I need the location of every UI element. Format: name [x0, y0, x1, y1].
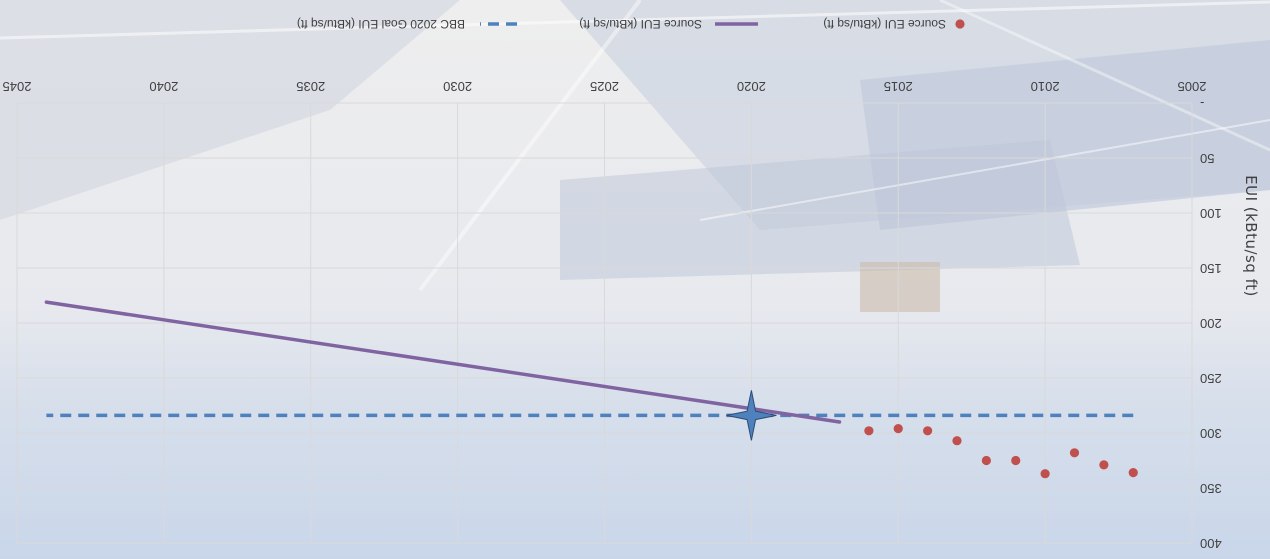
y-tick-label: 50	[1200, 151, 1214, 166]
source-eui-trend-line	[44, 300, 842, 424]
grid-lines	[16, 102, 1193, 544]
x-axis: 2005 2010 2015 2020 2025 2030 2035 2040 2045	[3, 79, 1207, 94]
y-axis: - 50 100 150 200 250 300 350 400	[1200, 96, 1222, 551]
source-eui-point	[893, 424, 903, 434]
source-eui-point	[1011, 455, 1021, 466]
x-tick-label: 2040	[149, 79, 178, 94]
source-eui-point	[923, 426, 933, 436]
y-axis-title: EUI (kBtu/sq ft)	[1242, 175, 1260, 297]
source-eui-point	[1069, 448, 1080, 458]
y-tick-label: -	[1200, 96, 1204, 111]
y-tick-label: 150	[1200, 261, 1222, 276]
y-tick-label: 250	[1200, 371, 1222, 386]
goal-star-marker	[726, 390, 777, 441]
x-tick-label: 2010	[1031, 79, 1060, 94]
x-tick-label: 2020	[737, 79, 766, 94]
source-eui-point	[1040, 469, 1050, 479]
y-tick-label: 300	[1200, 426, 1222, 441]
legend-label: Source EUI (kBtu/sq ft)	[579, 17, 702, 31]
x-tick-label: 2015	[884, 79, 913, 94]
series-layer	[44, 300, 1138, 479]
legend-marker-scatter	[955, 19, 965, 29]
y-tick-label: 400	[1200, 536, 1222, 551]
source-eui-point	[1128, 468, 1138, 478]
y-tick-label: 350	[1200, 481, 1222, 496]
legend-label: BBC 2020 Goal EUI (kBtu/sq ft)	[297, 17, 465, 31]
x-tick-label: 2025	[590, 79, 619, 94]
source-eui-point	[1099, 460, 1109, 470]
legend-label: Source EUI (kBtu/sq ft)	[823, 17, 946, 31]
x-tick-label: 2045	[3, 79, 32, 94]
legend: Source EUI (kBtu/sq ft) Source EUI (kBtu/…	[297, 17, 965, 31]
x-tick-label: 2005	[1178, 79, 1207, 94]
source-eui-point	[981, 455, 991, 466]
x-tick-label: 2035	[296, 79, 325, 94]
y-tick-label: 100	[1200, 206, 1222, 221]
source-eui-point	[952, 436, 962, 446]
x-tick-label: 2030	[443, 79, 472, 94]
y-tick-label: 200	[1200, 316, 1222, 331]
source-eui-point	[864, 426, 874, 436]
